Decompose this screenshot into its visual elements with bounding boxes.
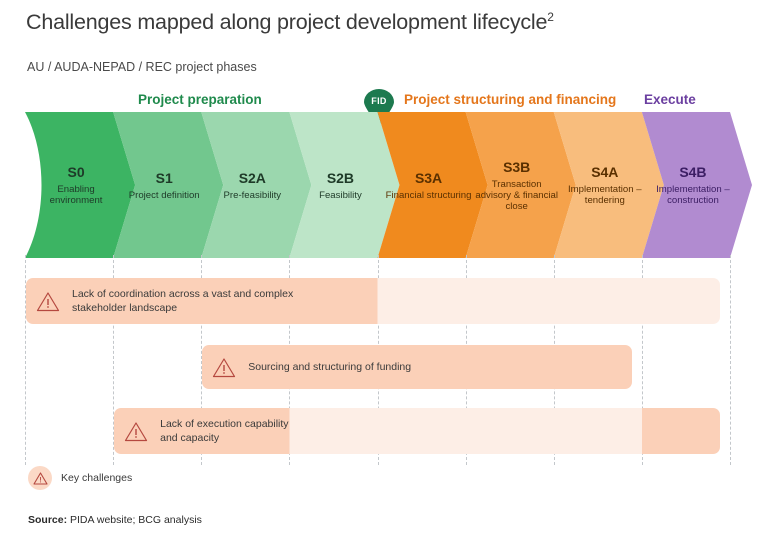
stage-code: S1 [155, 170, 173, 186]
source-note: Source: PIDA website; BCG analysis [28, 514, 202, 526]
stage-chevron-s2a[interactable] [201, 112, 312, 258]
warning-triangle-icon [36, 291, 60, 311]
stage-label-s3b: S3B Transaction advisory & financial clos… [474, 159, 560, 212]
legend-swatch [28, 466, 52, 490]
stage-label-s2a: S2A Pre-feasibility [209, 170, 295, 201]
stage-code: S2B [326, 170, 355, 186]
gridline-1 [113, 255, 115, 465]
challenge-label: Lack of execution capability and capacit… [160, 417, 289, 444]
stage-code: S4B [679, 164, 707, 180]
challenge-bar[interactable]: Sourcing and structuring of funding [202, 345, 632, 389]
stage-description: Pre-feasibility [223, 189, 282, 201]
stage-description: Implementation – construction [656, 183, 730, 206]
stage-chevron-s3a[interactable] [377, 112, 488, 258]
challenge-bar[interactable]: Lack of coordination across a vast and c… [26, 278, 720, 324]
gridline-0 [25, 255, 26, 465]
stage-description: Feasibility [319, 189, 362, 201]
phase-group-label-preparation: Project preparation [138, 92, 262, 107]
stage-label-s4b: S4B Implementation – construction [650, 164, 736, 206]
legend-label: Key challenges [61, 472, 133, 484]
challenge-label: Lack of coordination across a vast and c… [72, 287, 294, 314]
stage-chevron-s4a[interactable] [553, 112, 664, 258]
page-title-text: Challenges mapped along project developm… [26, 10, 548, 35]
stage-label-s2b: S2B Feasibility [297, 170, 383, 201]
stage-code: S3B [503, 159, 531, 175]
page-title-superscript: 2 [547, 10, 554, 24]
stage-code: S2A [238, 170, 266, 186]
source-prefix: Source: [28, 514, 68, 526]
stage-code: S0 [67, 164, 85, 180]
stage-description: Enabling environment [49, 183, 103, 206]
fid-milestone-badge: FID [362, 88, 396, 126]
stage-description: Transaction advisory & financial close [475, 178, 559, 213]
challenge-label: Sourcing and structuring of funding [248, 360, 412, 373]
stage-description: Financial structuring [385, 189, 472, 201]
map-pin-icon [364, 89, 394, 126]
legend: Key challenges [28, 466, 132, 490]
chevron-shapes [25, 112, 752, 258]
stage-label-s0: S0 Enabling environment [33, 164, 119, 206]
gridline-2 [201, 255, 203, 465]
stage-description: Implementation – tendering [568, 183, 642, 206]
page-subtitle: AU / AUDA-NEPAD / REC project phases [27, 60, 257, 74]
warning-triangle-icon [32, 471, 48, 485]
stage-chevron-s0[interactable] [25, 112, 136, 258]
lifecycle-chevron-band: S0 Enabling environment S1 Project definiti… [0, 112, 768, 258]
warning-triangle-icon [213, 357, 236, 377]
stage-chevron-s2b[interactable] [289, 112, 400, 258]
stage-chevron-s4b[interactable] [641, 112, 752, 258]
stage-description: Project definition [128, 189, 200, 201]
warning-triangle-icon [125, 421, 148, 441]
fid-milestone-label: FID [371, 96, 387, 106]
page-title: Challenges mapped along project developm… [26, 10, 554, 35]
source-text: PIDA website; BCG analysis [67, 514, 202, 526]
gridline-8 [730, 255, 731, 465]
phase-group-label-execute: Execute [644, 92, 696, 107]
stage-code: S4A [591, 164, 619, 180]
stage-label-s3a: S3A Financial structuring [386, 170, 472, 201]
stage-label-s1: S1 Project definition [121, 170, 207, 201]
challenge-bar[interactable]: Lack of execution capability and capacit… [114, 408, 720, 454]
stage-chevron-s3b[interactable] [465, 112, 576, 258]
gridline-7 [641, 255, 643, 465]
stage-label-s4a: S4A Implementation – tendering [562, 164, 648, 206]
stage-chevron-s1[interactable] [113, 112, 224, 258]
stage-code: S3A [414, 170, 443, 186]
phase-group-label-structuring: Project structuring and financing [404, 92, 617, 107]
